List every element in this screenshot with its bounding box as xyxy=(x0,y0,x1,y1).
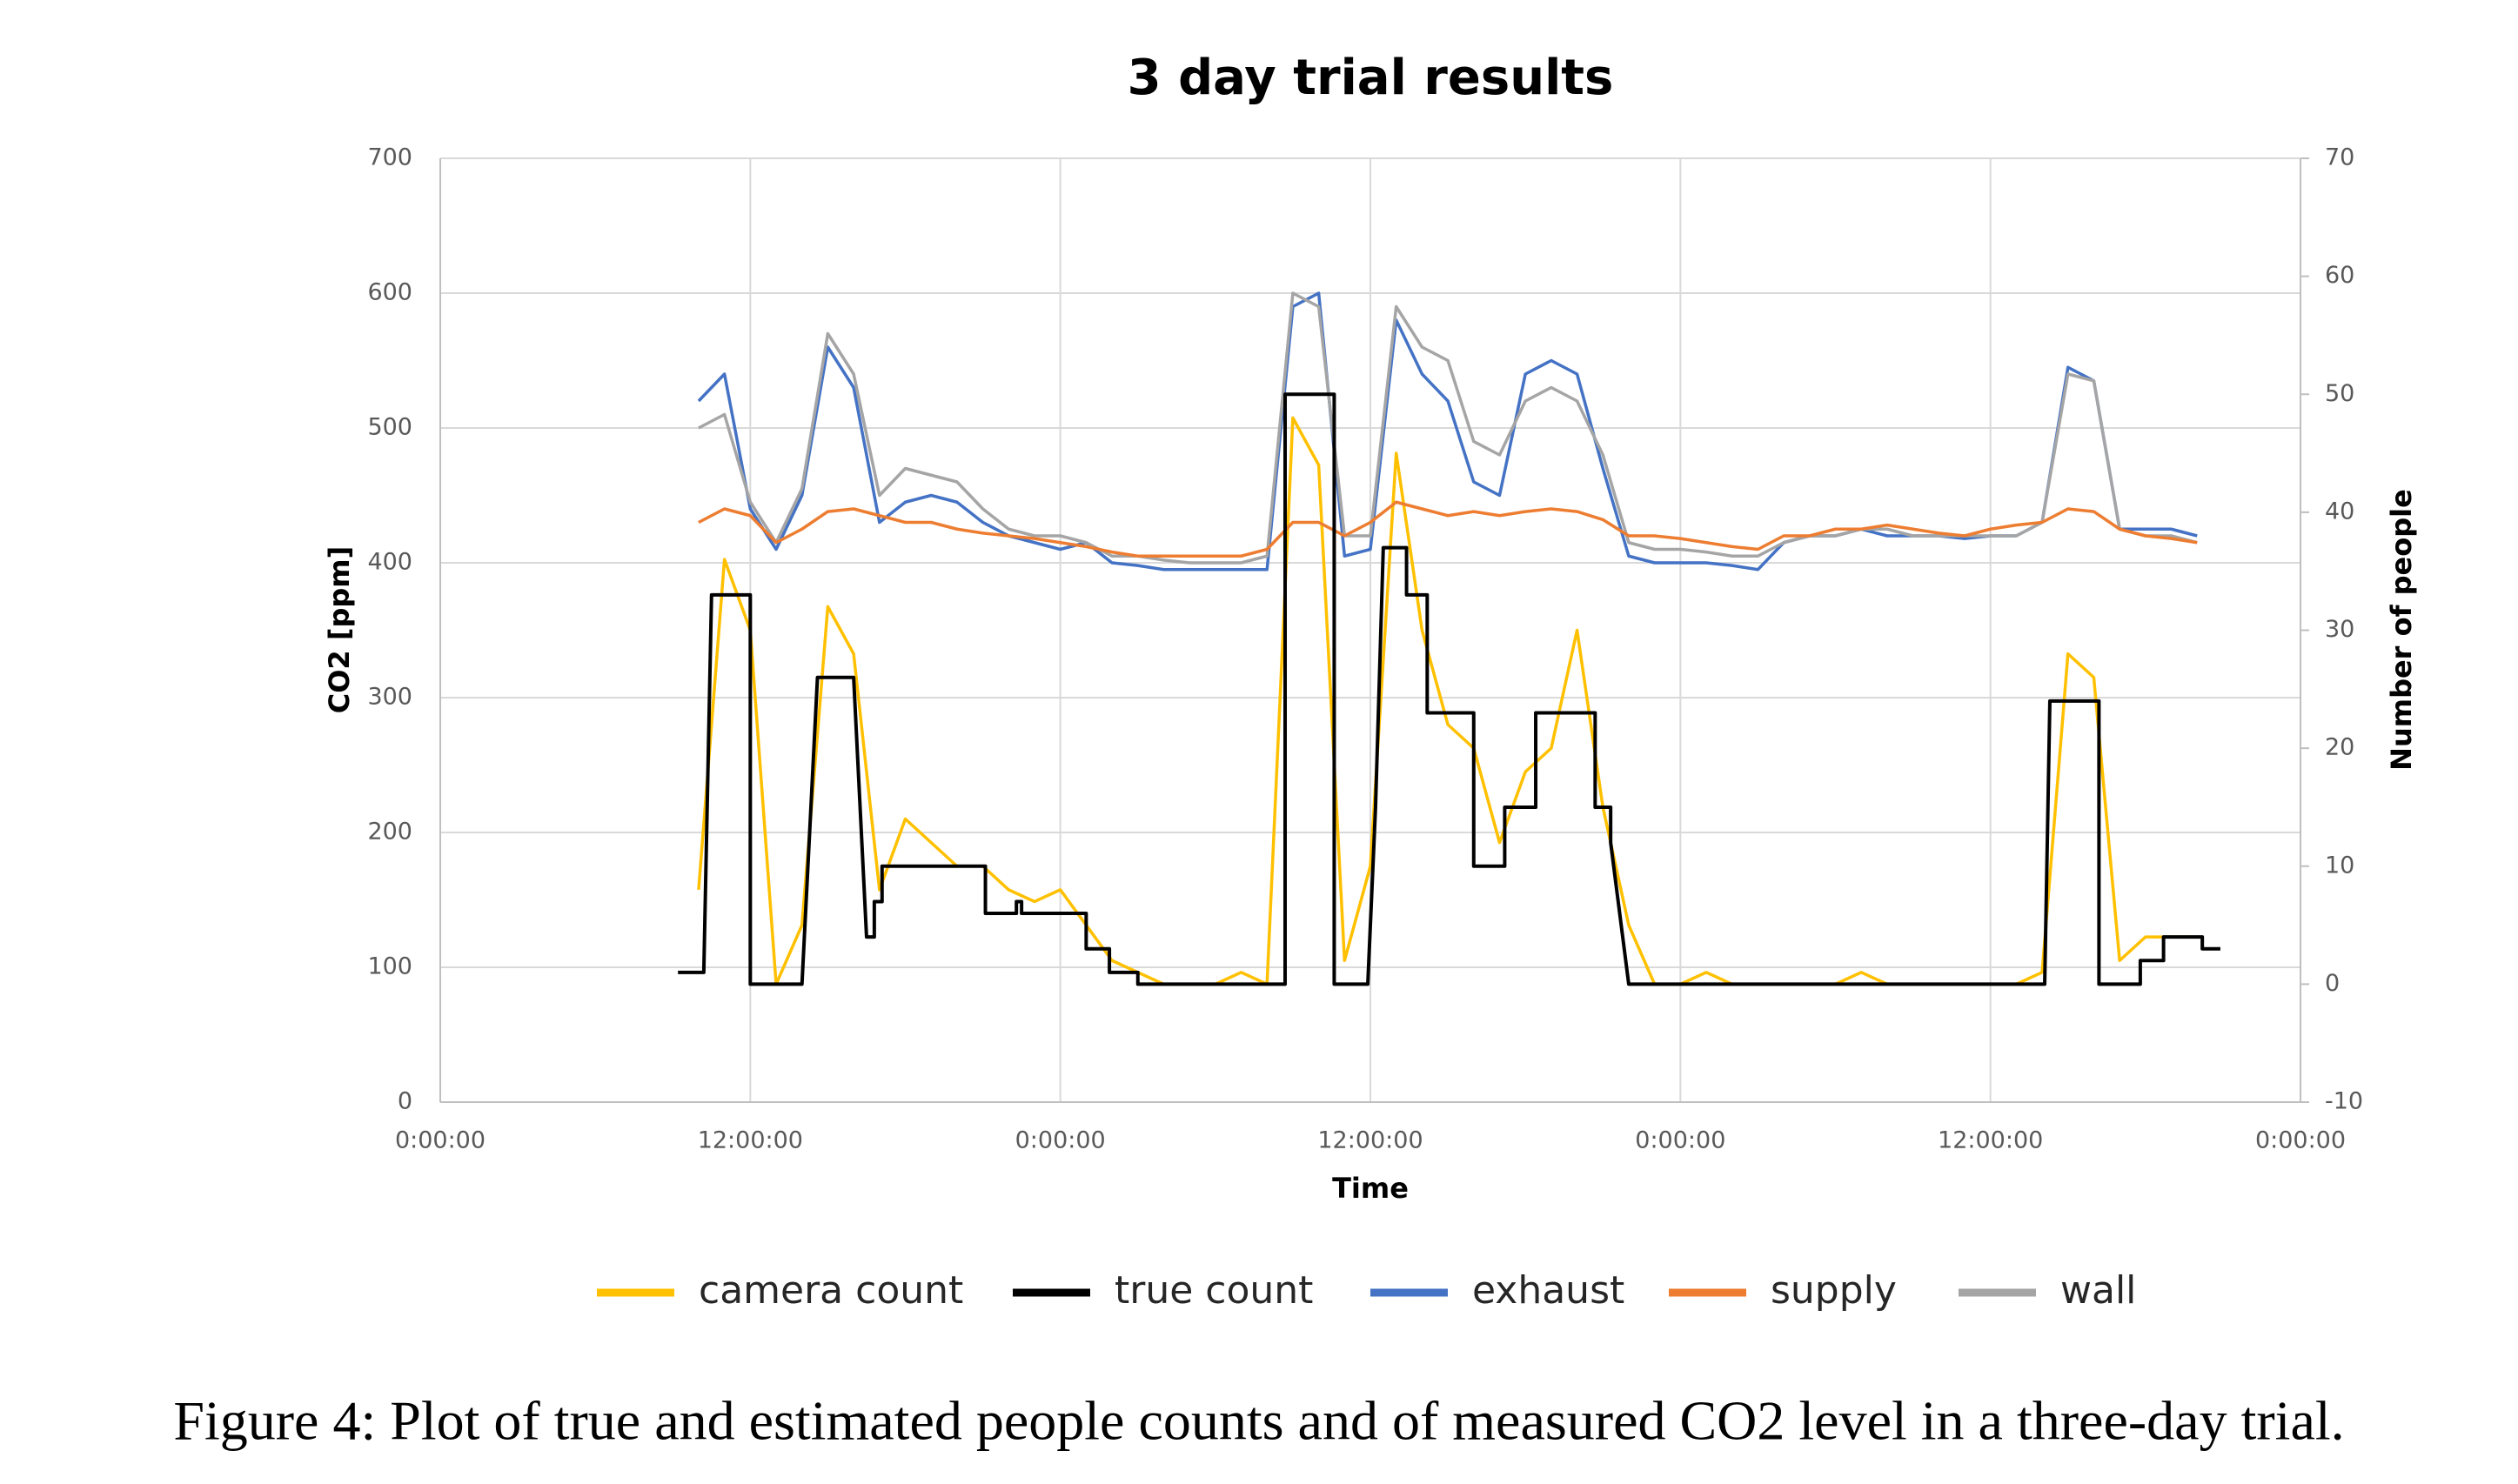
x-tick-label: 0:00:00 xyxy=(2255,1127,2346,1154)
y2-tick-label: 0 xyxy=(2325,970,2340,997)
y2-tick-label: 40 xyxy=(2325,498,2354,525)
y2-tick-label: 50 xyxy=(2325,380,2354,407)
legend-label: camera count xyxy=(699,1268,963,1313)
x-axis-label: Time xyxy=(1332,1172,1409,1205)
y-tick-label: 400 xyxy=(367,549,412,576)
y-tick-label: 300 xyxy=(367,684,412,711)
y2-tick-label: 70 xyxy=(2325,144,2354,171)
y-tick-label: 100 xyxy=(367,953,412,980)
y-tick-label: 600 xyxy=(367,279,412,306)
legend-label: supply xyxy=(1771,1268,1897,1313)
legend-label: true count xyxy=(1115,1268,1313,1313)
y-tick-label: 700 xyxy=(367,144,412,171)
legend-label: exhaust xyxy=(1472,1268,1624,1313)
x-tick-label: 12:00:00 xyxy=(698,1127,803,1154)
y2-tick-label: 60 xyxy=(2325,262,2354,289)
y2-tick-label: 10 xyxy=(2325,852,2354,879)
legend-label: wall xyxy=(2060,1268,2136,1313)
x-tick-label: 0:00:00 xyxy=(1635,1127,1725,1154)
caption: Figure 4: Plot of true and estimated peo… xyxy=(173,1390,2344,1452)
y-tick-label: 200 xyxy=(367,819,412,846)
series-line xyxy=(697,291,2198,572)
series-line xyxy=(698,291,2198,565)
chart-title: 3 day trial results xyxy=(1128,50,1614,106)
series-line xyxy=(678,392,2220,986)
x-tick-label: 0:00:00 xyxy=(1015,1127,1106,1154)
y2-tick-label: -10 xyxy=(2325,1088,2363,1115)
y-tick-label: 500 xyxy=(367,414,412,441)
y-axis-label: CO2 [ppm] xyxy=(323,546,356,714)
y2-tick-label: 30 xyxy=(2325,616,2354,643)
series-line xyxy=(698,500,2198,558)
y2-axis-label: Number of people xyxy=(2385,489,2418,771)
x-tick-label: 12:00:00 xyxy=(1317,1127,1423,1154)
y-tick-label: 0 xyxy=(398,1088,412,1115)
x-tick-label: 0:00:00 xyxy=(395,1127,486,1154)
x-tick-label: 12:00:00 xyxy=(1938,1127,2043,1154)
series-line xyxy=(697,416,2198,986)
y2-tick-label: 20 xyxy=(2325,734,2354,761)
